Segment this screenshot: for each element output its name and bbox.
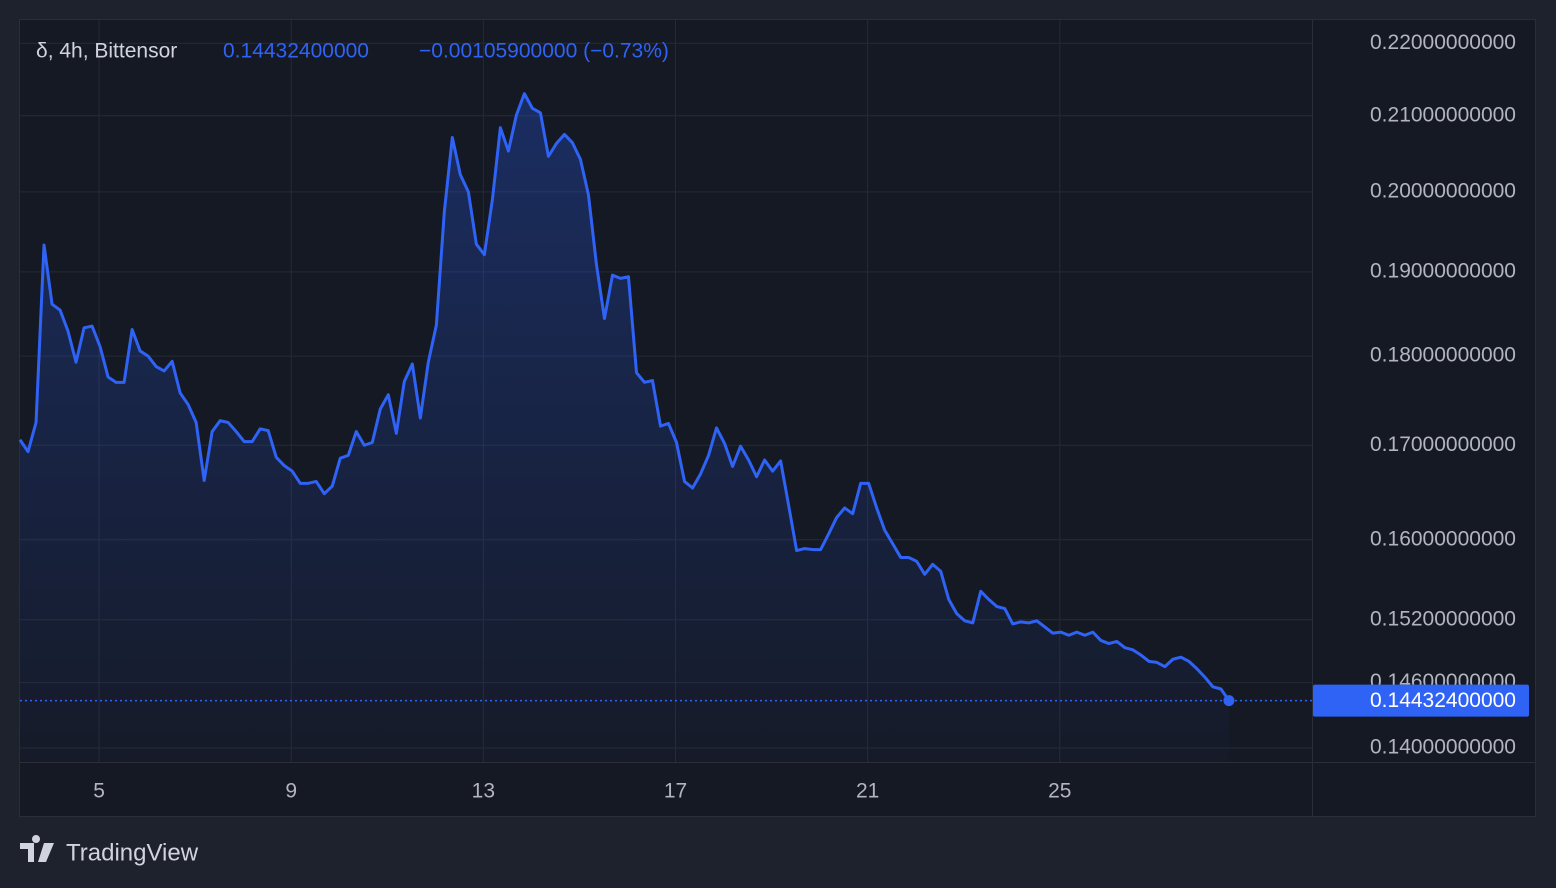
last-price-badge [1313, 684, 1529, 717]
x-tick-label: 5 [93, 780, 105, 803]
y-tick-label: 0.18000000000 [1370, 344, 1516, 367]
y-tick-label: 0.20000000000 [1370, 179, 1516, 202]
tradingview-logo: TradingView [20, 834, 199, 866]
y-tick-label: 0.16000000000 [1370, 527, 1516, 550]
y-tick-label: 0.19000000000 [1370, 259, 1516, 282]
header-price: 0.14432400000 [223, 40, 369, 63]
y-tick-label: 0.21000000000 [1370, 103, 1516, 126]
price-line [18, 92, 1231, 702]
y-tick-label: 0.15200000000 [1370, 607, 1516, 630]
y-tick-label: 0.22000000000 [1370, 31, 1516, 54]
x-tick-label: 21 [856, 780, 879, 803]
last-point [1223, 695, 1235, 707]
logo-mark [20, 834, 54, 862]
last-price-label: 0.14432400000 [1370, 689, 1516, 712]
header-change: −0.00105900000 (−0.73%) [419, 40, 669, 63]
area-fill [20, 93, 1229, 762]
x-tick-label: 17 [664, 780, 687, 803]
x-tick-label: 9 [285, 780, 297, 803]
logo-text: TradingView [66, 839, 199, 866]
plot-area [18, 92, 1312, 762]
axes: 0.140000000000.146000000000.152000000000… [93, 31, 1529, 803]
x-tick-label: 13 [472, 780, 495, 803]
x-tick-label: 25 [1048, 780, 1071, 803]
symbol-label: δ, 4h, Bittensor [36, 40, 177, 63]
y-tick-label: 0.14000000000 [1370, 736, 1516, 759]
y-tick-label: 0.17000000000 [1370, 433, 1516, 456]
grid [20, 20, 1312, 762]
